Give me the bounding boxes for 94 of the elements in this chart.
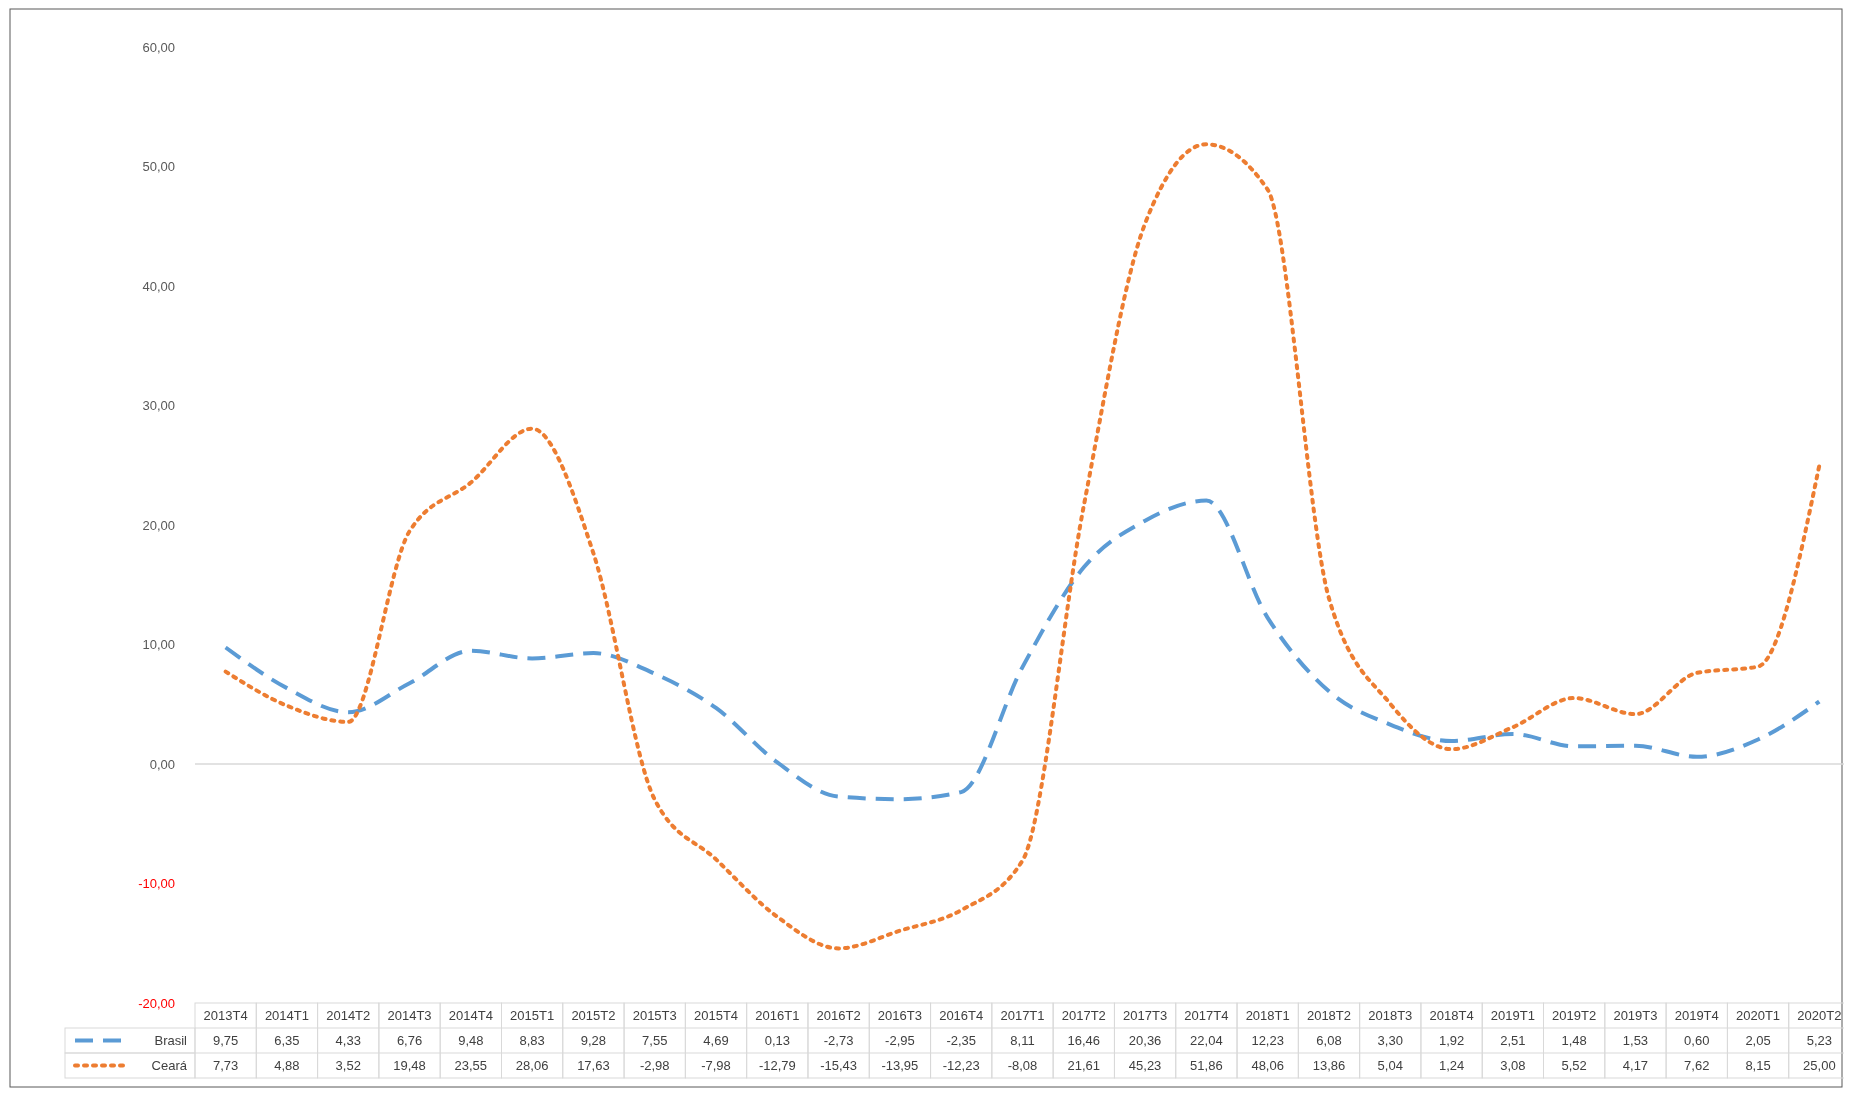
data-label: 9,48 [458, 1033, 484, 1049]
data-label: 8,83 [519, 1033, 545, 1049]
data-label: 16,46 [1067, 1033, 1101, 1049]
data-label: 4,69 [703, 1033, 729, 1049]
data-label: 6,08 [1316, 1033, 1342, 1049]
data-label: 4,88 [274, 1058, 300, 1074]
y-tick-label: 30,00 [142, 398, 175, 414]
x-tick-label: 2016T3 [877, 1008, 922, 1024]
y-tick-label: -20,00 [138, 995, 175, 1011]
data-label: 0,60 [1684, 1033, 1710, 1049]
x-tick-label: 2015T1 [510, 1008, 555, 1024]
x-tick-label: 2019T4 [1674, 1008, 1719, 1024]
data-label: -7,98 [701, 1058, 731, 1074]
x-tick-label: 2019T2 [1552, 1008, 1597, 1024]
data-label: -2,35 [946, 1033, 977, 1049]
data-label: 7,55 [642, 1033, 668, 1049]
data-label: 4,17 [1622, 1058, 1649, 1074]
data-label: 25,00 [1803, 1058, 1836, 1074]
data-label: 3,52 [335, 1058, 361, 1074]
data-label: -12,23 [942, 1058, 980, 1074]
data-label: 21,61 [1067, 1058, 1101, 1074]
data-label: 1,24 [1438, 1058, 1465, 1074]
data-label: 2,05 [1745, 1033, 1771, 1049]
line-series [223, 498, 1822, 802]
x-tick-label: 2016T1 [755, 1008, 800, 1024]
x-tick-label: 2020T2 [1797, 1008, 1842, 1024]
y-tick-label: 40,00 [142, 278, 175, 294]
x-tick-label: 2018T3 [1368, 1008, 1413, 1024]
x-tick-label: 2016T4 [939, 1008, 984, 1024]
data-label: 45,23 [1128, 1058, 1162, 1074]
data-label: -8,08 [1007, 1058, 1038, 1074]
y-tick-label: 60,00 [142, 39, 175, 55]
x-tick-label: 2014T4 [448, 1008, 493, 1024]
x-tick-label: 2018T1 [1245, 1008, 1290, 1024]
data-label: 4,33 [335, 1033, 361, 1049]
x-tick-label: 2014T3 [387, 1008, 432, 1024]
data-label: -2,73 [823, 1033, 854, 1049]
data-label: 3,08 [1500, 1058, 1526, 1074]
x-tick-label: 2017T2 [1061, 1008, 1106, 1024]
x-tick-label: 2020T1 [1736, 1008, 1781, 1024]
x-tick-label: 2017T1 [1000, 1008, 1045, 1024]
x-tick-label: 2015T4 [693, 1008, 739, 1024]
x-tick-label: 2019T3 [1613, 1008, 1658, 1024]
data-label: 2,51 [1500, 1033, 1526, 1049]
x-tick-label: 2018T2 [1306, 1008, 1352, 1024]
data-label: 8,15 [1745, 1058, 1771, 1074]
x-tick-label: 2017T3 [1123, 1008, 1168, 1024]
data-label: -2,98 [639, 1058, 670, 1074]
data-label: 8,11 [1010, 1033, 1035, 1049]
data-label: 6,76 [396, 1033, 423, 1049]
data-label: 9,75 [212, 1033, 239, 1049]
legend-label: Brasil [154, 1033, 188, 1049]
y-tick-label: 50,00 [142, 159, 175, 175]
x-tick-label: 2018T4 [1429, 1008, 1474, 1024]
data-label: 17,63 [577, 1058, 610, 1074]
legend-label: Ceará [151, 1058, 188, 1074]
data-label: 12,23 [1251, 1033, 1284, 1049]
x-tick-label: 2014T1 [264, 1008, 309, 1024]
x-tick-label: 2019T1 [1490, 1008, 1535, 1024]
data-label: 7,73 [212, 1058, 239, 1074]
y-tick-label: -10,00 [138, 876, 175, 892]
data-label: 5,23 [1806, 1033, 1833, 1049]
data-label: -12,79 [758, 1058, 796, 1074]
data-label: 1,53 [1622, 1033, 1649, 1049]
data-label: 23,55 [454, 1058, 488, 1074]
data-label: 51,86 [1190, 1058, 1223, 1074]
data-label: 20,36 [1128, 1033, 1162, 1049]
x-tick-label: 2015T3 [632, 1008, 677, 1024]
y-tick-label: 10,00 [142, 637, 175, 653]
data-label: 13,86 [1312, 1058, 1346, 1074]
data-label: -2,95 [885, 1033, 915, 1049]
data-label: 1,92 [1438, 1033, 1465, 1049]
data-label: -15,43 [820, 1058, 858, 1074]
data-label: 19,48 [393, 1058, 426, 1074]
y-tick-label: 0,00 [149, 756, 175, 772]
x-tick-label: 2015T2 [571, 1008, 616, 1024]
x-tick-label: 2014T2 [326, 1008, 371, 1024]
x-tick-label: 2013T4 [203, 1008, 248, 1024]
data-label: 22,04 [1190, 1033, 1223, 1049]
x-tick-label: 2017T4 [1184, 1008, 1229, 1024]
y-tick-label: 20,00 [142, 517, 175, 533]
data-label: 48,06 [1251, 1058, 1284, 1074]
data-label: 9,28 [580, 1033, 607, 1049]
data-label: 1,48 [1561, 1033, 1587, 1049]
x-tick-label: 2016T2 [816, 1008, 861, 1024]
data-label: 5,04 [1377, 1058, 1403, 1074]
data-label: 6,35 [274, 1033, 300, 1049]
line-series [223, 142, 1822, 951]
data-label: 5,52 [1561, 1058, 1587, 1074]
data-label: 3,30 [1377, 1033, 1403, 1049]
data-label: 28,06 [515, 1058, 549, 1074]
data-label: 7,62 [1684, 1058, 1710, 1074]
data-label: -13,95 [881, 1058, 919, 1074]
data-label: 0,13 [764, 1033, 790, 1049]
